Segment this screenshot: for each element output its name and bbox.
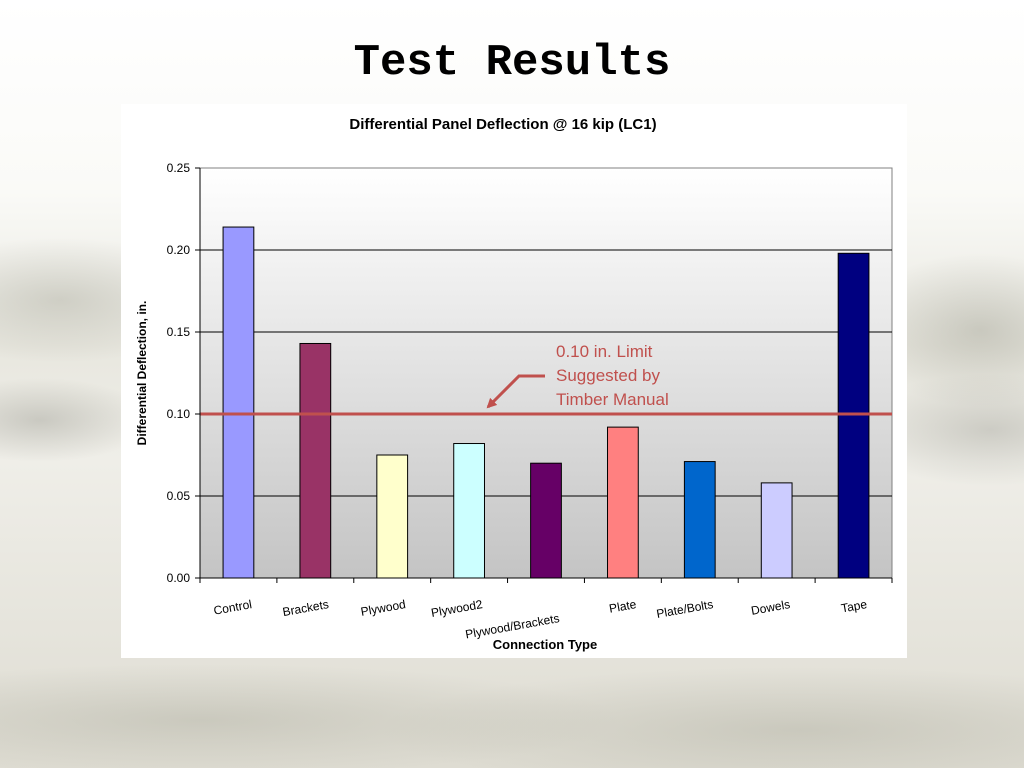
bar-plate <box>607 426 639 579</box>
y-tick-label: 0.00 <box>167 571 191 585</box>
y-tick-label: 0.20 <box>167 243 191 257</box>
limit-annotation-text: 0.10 in. Limit <box>556 342 653 361</box>
x-category-label: Tape <box>840 597 868 615</box>
x-category-label: Plate <box>608 597 638 616</box>
bar-brackets <box>299 342 332 579</box>
x-category-label: Plywood2 <box>430 597 484 620</box>
y-axis-label: Differential Deflection, in. <box>135 301 149 446</box>
x-category-label: Brackets <box>281 597 329 619</box>
x-axis-label: Connection Type <box>493 637 597 652</box>
x-category-label: Dowels <box>750 597 791 618</box>
y-tick-label: 0.15 <box>167 325 191 339</box>
bar-plywood2 <box>453 443 485 579</box>
y-tick-label: 0.10 <box>167 407 191 421</box>
bar-dowels <box>760 482 793 579</box>
chart-title: Differential Panel Deflection @ 16 kip (… <box>349 116 656 133</box>
annotation-arrow <box>486 374 545 409</box>
bar-chart: Differential Panel Deflection @ 16 kip (… <box>135 116 893 652</box>
bar-plate-bolts <box>683 461 716 579</box>
bar-plywood-brackets <box>530 462 562 579</box>
x-category-label: Control <box>212 597 253 618</box>
chart-panel: Differential Panel Deflection @ 16 kip (… <box>121 104 907 658</box>
limit-annotation-text: Timber Manual <box>556 390 669 409</box>
y-tick-label: 0.25 <box>167 161 191 175</box>
bar-control <box>222 226 255 579</box>
slide-title: Test Results <box>353 38 671 88</box>
x-category-label: Plywood <box>360 597 407 619</box>
bar-plywood <box>376 454 409 579</box>
y-tick-label: 0.05 <box>167 489 191 503</box>
x-category-label: Plate/Bolts <box>655 597 714 621</box>
bar-tape <box>837 252 870 579</box>
limit-annotation-text: Suggested by <box>556 366 660 385</box>
